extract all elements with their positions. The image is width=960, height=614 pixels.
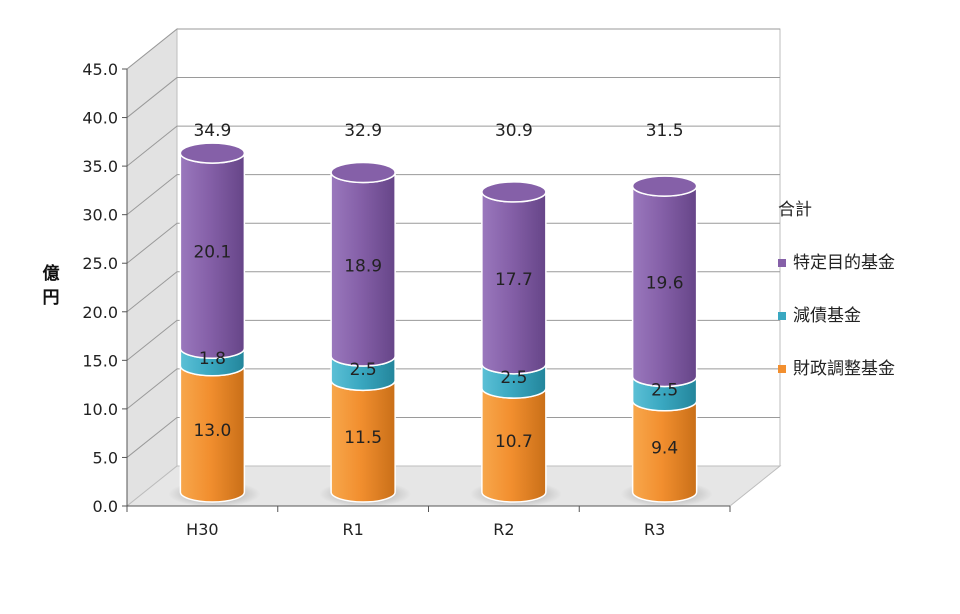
gridlines (126, 28, 780, 458)
y-axis-label: 億円 (42, 264, 60, 308)
total-label: 30.9 (495, 121, 533, 141)
gridline (126, 271, 780, 313)
y-tick-label: 35.0 (82, 157, 118, 176)
data-labels: 13.0 1.8 20.1 34.9 11.5 2.5 18.9 32.9 10.7 2.5 17.… (193, 121, 683, 458)
bar-top (330, 161, 396, 184)
gridline (126, 77, 780, 118)
gridline (126, 222, 780, 264)
legend-swatch (778, 365, 786, 373)
legend-item-special-purpose-fund: 特定目的基金 (778, 250, 895, 277)
gridline (126, 319, 780, 361)
data-label: 2.5 (350, 360, 377, 380)
x-tick-label: R3 (644, 520, 665, 539)
data-label: 9.4 (651, 438, 678, 458)
y-tick-label: 20.0 (82, 303, 118, 322)
total-label: 32.9 (344, 121, 382, 141)
legend-item-debt-reduction-fund: 減債基金 (778, 303, 895, 330)
total-label: 31.5 (646, 121, 684, 141)
total-label: 34.9 (193, 121, 231, 141)
data-label: 11.5 (344, 428, 382, 448)
y-tick-label: 30.0 (82, 206, 118, 225)
data-label: 2.5 (500, 368, 527, 388)
x-tick-label: R2 (493, 520, 514, 539)
bars (168, 142, 713, 507)
gridline (126, 174, 780, 216)
y-tick-label: 45.0 (82, 60, 118, 79)
y-tick-label: 0.0 (93, 497, 118, 516)
data-label: 1.8 (199, 349, 226, 369)
gridline (126, 28, 780, 70)
legend-label: 財政調整基金 (793, 359, 895, 379)
gridline (126, 125, 780, 167)
data-label: 10.7 (495, 432, 533, 452)
data-label: 20.1 (193, 243, 231, 263)
side-wall (126, 27, 178, 508)
data-label: 19.6 (646, 273, 684, 293)
legend-swatch (778, 312, 786, 320)
legend-item-fiscal-adjustment-fund: 財政調整基金 (778, 356, 895, 383)
legend-swatch (778, 259, 786, 267)
bar-top (631, 175, 698, 197)
x-tick-label: R1 (342, 520, 363, 539)
y-tick-label: 40.0 (82, 109, 118, 128)
data-label: 17.7 (495, 270, 533, 290)
y-tick-label: 10.0 (82, 400, 118, 419)
data-label: 18.9 (344, 256, 382, 276)
gridline (126, 416, 780, 458)
y-tick-label: 15.0 (82, 351, 118, 370)
y-tick-label: 25.0 (82, 254, 118, 273)
x-tick-label: H30 (186, 520, 218, 539)
bar-top (179, 142, 246, 164)
legend-total-label: 合計 (778, 200, 812, 220)
legend-label: 減債基金 (793, 306, 861, 326)
legend: 合計 特定目的基金 減債基金 財政調整基金 (778, 197, 895, 409)
data-label: 2.5 (651, 381, 678, 401)
y-tick-label: 5.0 (93, 448, 118, 467)
bar-top (481, 181, 547, 203)
y-axis: 0.0 5.0 10.0 15.0 20.0 25.0 30.0 35.0 40.0 45.0 (82, 60, 128, 516)
legend-item-total: 合計 (778, 197, 895, 224)
gridline (126, 368, 780, 410)
data-label: 13.0 (193, 421, 231, 441)
x-axis: H30 R1 R2 R3 (126, 505, 731, 539)
legend-label: 特定目的基金 (793, 253, 895, 273)
